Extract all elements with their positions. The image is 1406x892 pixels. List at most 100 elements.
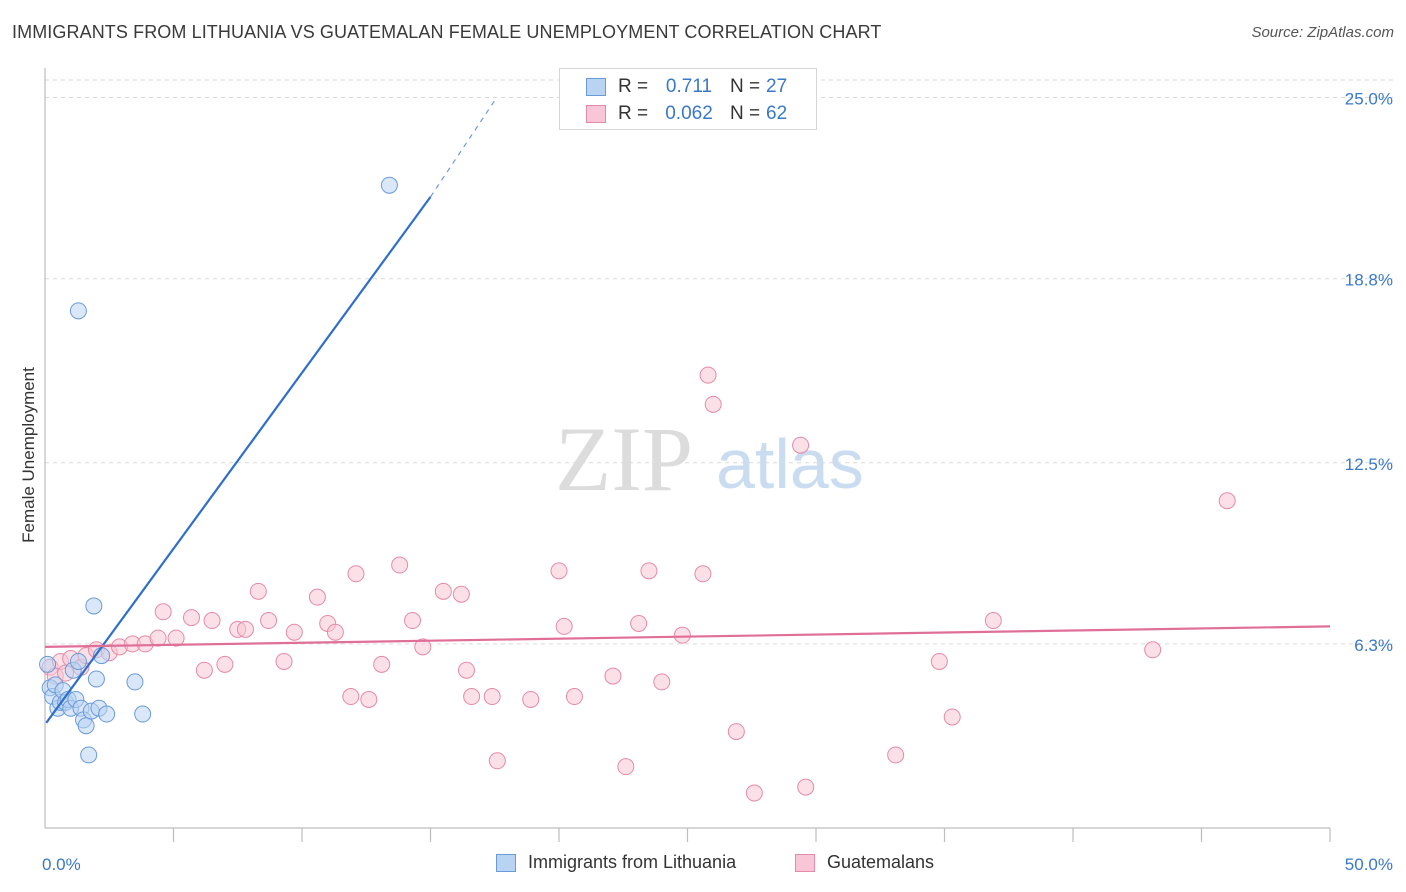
bottom-legend-label: Guatemalans <box>827 852 935 872</box>
y-tick-label: 6.3% <box>1354 636 1393 655</box>
guatemalans-point <box>249 582 267 600</box>
guatemalans-point <box>452 585 470 603</box>
guatemalans-point <box>483 688 501 706</box>
guatemalans-point <box>203 612 221 630</box>
legend-r-value: 0.711 <box>665 76 713 97</box>
guatemalans-point <box>360 690 378 708</box>
lithuania-point <box>87 670 105 688</box>
guatemalans-point <box>694 565 712 583</box>
legend-n-label: N = <box>730 103 761 124</box>
guatemalans-point <box>149 629 167 647</box>
lithuania-trendline <box>45 196 432 724</box>
lithuania-point <box>134 705 152 723</box>
guatemalans-point <box>275 652 293 670</box>
bottom-legend-lithuania: Immigrants from Lithuania <box>496 852 736 873</box>
guatemalans-point <box>1218 492 1236 510</box>
legend-n-label: N = <box>730 76 761 97</box>
guatemalans-point <box>745 784 763 802</box>
guatemalans-point <box>195 661 213 679</box>
legend-row-lithuania: R = 0.711 N = 27 <box>560 73 787 101</box>
legend-r-label: R = <box>618 76 649 97</box>
guatemalans-point <box>236 620 254 638</box>
chart-title: IMMIGRANTS FROM LITHUANIA VS GUATEMALAN … <box>12 22 882 42</box>
lithuania-trendline-extension <box>430 100 496 198</box>
y-axis-label: Female Unemployment <box>19 367 38 543</box>
lithuania-point <box>69 652 87 670</box>
grid-layer <box>45 79 1395 645</box>
lithuania-point <box>380 176 398 194</box>
lithuania-point <box>98 705 116 723</box>
guatemalans-point <box>326 623 344 641</box>
guatemalans-point <box>522 690 540 708</box>
guatemalans-point <box>457 661 475 679</box>
guatemalans-point <box>404 612 422 630</box>
guatemalans-point <box>488 752 506 770</box>
lithuania-point <box>85 597 103 615</box>
guatemalans-point <box>887 746 905 764</box>
guatemalans-point <box>1144 641 1162 659</box>
watermark: ZIP atlas <box>555 408 864 510</box>
lithuania-point <box>126 673 144 691</box>
bottom-legend-guatemalans: Guatemalans <box>795 852 934 873</box>
guatemalans-point <box>434 582 452 600</box>
legend-swatch-pink <box>586 105 606 123</box>
trend-layer <box>44 100 1331 724</box>
guatemalans-trendline <box>44 625 1331 648</box>
guatemalans-point <box>216 655 234 673</box>
guatemalans-point <box>391 556 409 574</box>
guatemalans-point <box>604 667 622 685</box>
guatemalans-point <box>640 562 658 580</box>
lithuania-point <box>77 717 95 735</box>
source-label: Source: ZipAtlas.com <box>1251 24 1394 41</box>
axis-layer <box>44 68 1331 842</box>
guatemalans-point <box>673 626 691 644</box>
lithuania-point <box>39 655 57 673</box>
guatemalans-point <box>930 652 948 670</box>
y-tick-label: 25.0% <box>1345 90 1393 109</box>
guatemalans-point <box>727 723 745 741</box>
bottom-legend-swatch-blue <box>496 853 516 872</box>
guatemalans-point <box>285 623 303 641</box>
legend-r-value: 0.062 <box>665 103 713 124</box>
guatemalans-point <box>167 629 185 647</box>
guatemalans-point <box>550 562 568 580</box>
guatemalans-point <box>792 436 810 454</box>
guatemalans-point <box>704 395 722 413</box>
guatemalans-point <box>617 758 635 776</box>
bottom-legend-swatch-pink <box>795 853 815 872</box>
guatemalans-point <box>943 708 961 726</box>
guatemalans-point <box>699 366 717 384</box>
guatemalans-point <box>373 655 391 673</box>
guatemalans-point <box>797 778 815 796</box>
x-tick-label: 0.0% <box>42 855 81 874</box>
legend-swatch-blue <box>586 78 606 96</box>
legend-r-label: R = <box>618 103 649 124</box>
guatemalans-point <box>260 612 278 630</box>
label-layer: 6.3% 12.5% 18.8% 25.0% 0.0% 50.0% Female Unemp… <box>19 90 1393 874</box>
correlation-legend: R = 0.711 N = 27 R = 0.062 N = 62 <box>559 68 817 130</box>
watermark-atlas: atlas <box>716 425 864 503</box>
guatemalans-point <box>342 688 360 706</box>
guatemalans-point <box>555 617 573 635</box>
legend-n-value: 27 <box>766 76 788 97</box>
y-tick-label: 12.5% <box>1345 455 1393 474</box>
x-tick-label: 50.0% <box>1345 855 1393 874</box>
guatemalans-point <box>414 638 432 656</box>
guatemalans-point <box>565 688 583 706</box>
watermark-zip: ZIP <box>555 408 693 510</box>
guatemalans-point <box>154 603 172 621</box>
guatemalans-point <box>984 612 1002 630</box>
guatemalans-point <box>347 565 365 583</box>
legend-row-guatemalans: R = 0.062 N = 62 <box>560 100 787 128</box>
guatemalans-point <box>463 688 481 706</box>
points-layer <box>39 176 1236 802</box>
bottom-legend-label: Immigrants from Lithuania <box>528 852 737 872</box>
guatemalans-point <box>182 609 200 627</box>
y-tick-label: 18.8% <box>1345 271 1393 290</box>
legend-n-value: 62 <box>766 103 788 124</box>
lithuania-point <box>80 746 98 764</box>
guatemalans-point <box>630 614 648 632</box>
guatemalans-point <box>308 588 326 606</box>
lithuania-point <box>69 302 87 320</box>
